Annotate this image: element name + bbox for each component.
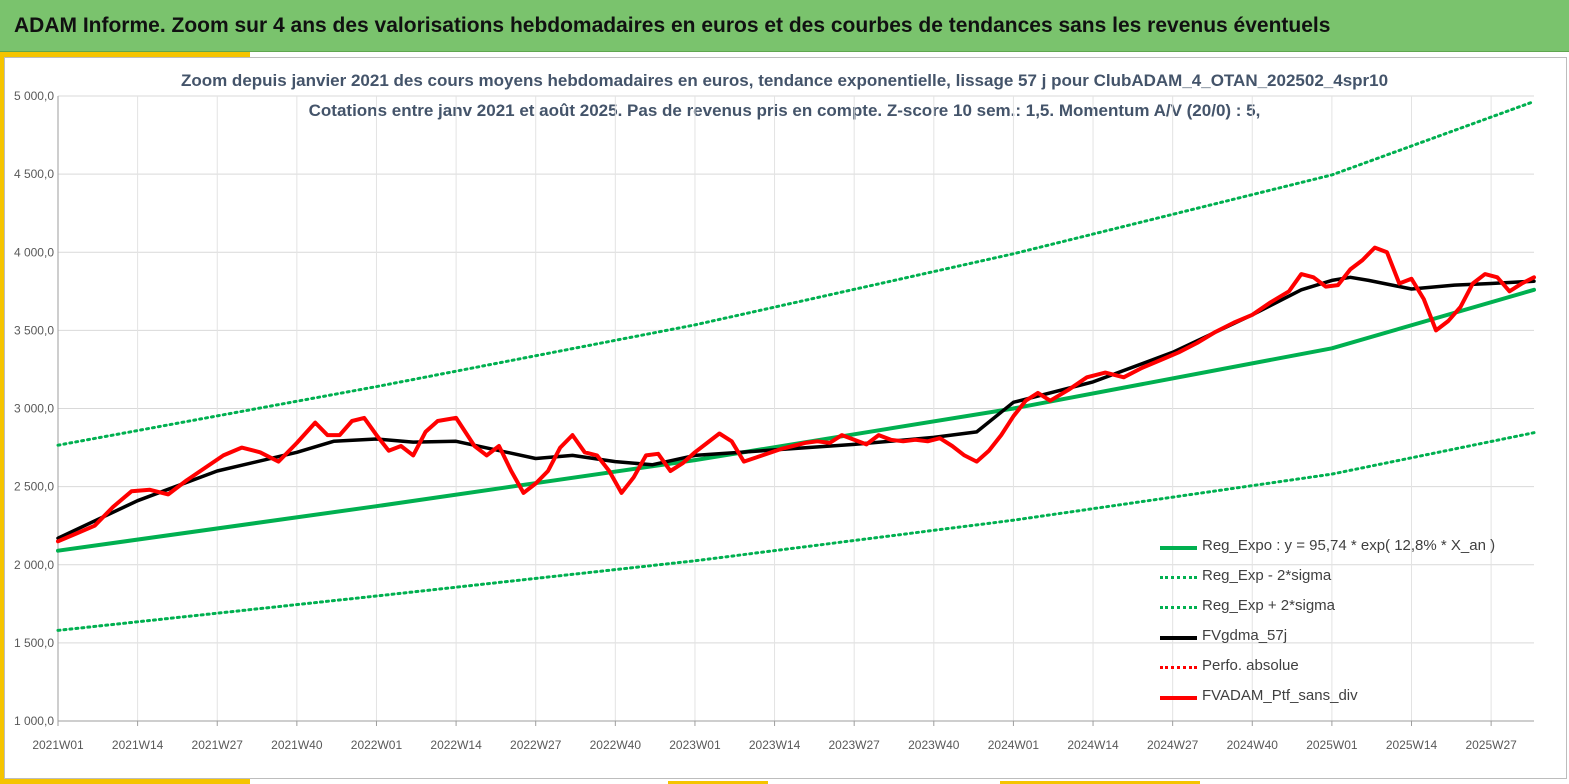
- series-line-fvadam-ptf-sans-div: [56, 245, 1536, 544]
- report-title: ADAM Informe. Zoom sur 4 ans des valoris…: [14, 14, 1331, 37]
- y-tick-label: 1 000,0: [14, 714, 54, 728]
- series-line-fvgdma-57j: [56, 275, 1536, 540]
- accent-bar-bottom: [0, 779, 250, 784]
- legend-label: Perfo. absolue: [1202, 657, 1299, 674]
- x-tick-label: 2022W01: [351, 738, 403, 752]
- series-line-reg-exp: [56, 431, 1536, 632]
- series-line-reg-expo: [56, 287, 1536, 553]
- legend-label: FVADAM_Ptf_sans_div: [1202, 687, 1358, 704]
- x-tick-label: 2021W14: [112, 738, 164, 752]
- y-tick-label: 2 000,0: [14, 558, 54, 572]
- x-tick-label: 2023W27: [828, 738, 880, 752]
- series-line-reg-exp: [56, 100, 1536, 447]
- legend-swatch: [1160, 696, 1197, 700]
- chart-area: [4, 57, 1567, 779]
- x-tick-label: 2023W14: [749, 738, 801, 752]
- legend-swatch: [1160, 546, 1197, 550]
- accent-bar-bottom-right: [1000, 781, 1200, 784]
- y-tick-label: 4 500,0: [14, 167, 54, 181]
- x-tick-label: 2024W01: [988, 738, 1040, 752]
- legend-swatch: [1160, 666, 1197, 669]
- legend-swatch: [1160, 606, 1197, 609]
- x-tick-label: 2024W14: [1067, 738, 1119, 752]
- x-tick-label: 2025W27: [1465, 738, 1517, 752]
- x-tick-label: 2021W01: [32, 738, 84, 752]
- legend-label: FVgdma_57j: [1202, 627, 1288, 644]
- legend-swatch: [1160, 576, 1197, 579]
- x-tick-label: 2021W40: [271, 738, 323, 752]
- legend-swatch: [1160, 636, 1197, 640]
- x-tick-label: 2022W27: [510, 738, 562, 752]
- chart-subtitle: Cotations entre janv 2021 et août 2025. …: [308, 101, 1261, 120]
- chart-title: Zoom depuis janvier 2021 des cours moyen…: [180, 71, 1389, 90]
- x-tick-label: 2024W27: [1147, 738, 1199, 752]
- x-tick-label: 2023W01: [669, 738, 721, 752]
- report-banner: ADAM Informe. Zoom sur 4 ans des valoris…: [0, 0, 1569, 52]
- y-tick-label: 4 000,0: [14, 245, 54, 259]
- accent-bar-top: [0, 52, 250, 57]
- x-tick-label: 2021W27: [192, 738, 244, 752]
- x-tick-label: 2025W01: [1306, 738, 1358, 752]
- legend-label: Reg_Exp + 2*sigma: [1202, 597, 1335, 614]
- y-tick-label: 5 000,0: [14, 89, 54, 103]
- y-tick-label: 2 500,0: [14, 480, 54, 494]
- y-tick-label: 3 500,0: [14, 323, 54, 337]
- accent-bar-left: [0, 52, 5, 780]
- legend-label: Reg_Expo : y = 95,74 * exp( 12,8% * X_an…: [1202, 537, 1496, 554]
- legend-label: Reg_Exp - 2*sigma: [1202, 567, 1332, 584]
- y-tick-label: 3 000,0: [14, 402, 54, 416]
- x-tick-label: 2022W14: [430, 738, 482, 752]
- x-tick-label: 2022W40: [590, 738, 642, 752]
- accent-bar-bottom-mid: [668, 781, 768, 784]
- y-tick-label: 1 500,0: [14, 636, 54, 650]
- x-tick-label: 2025W14: [1386, 738, 1438, 752]
- x-tick-label: 2023W40: [908, 738, 960, 752]
- x-tick-label: 2024W40: [1227, 738, 1279, 752]
